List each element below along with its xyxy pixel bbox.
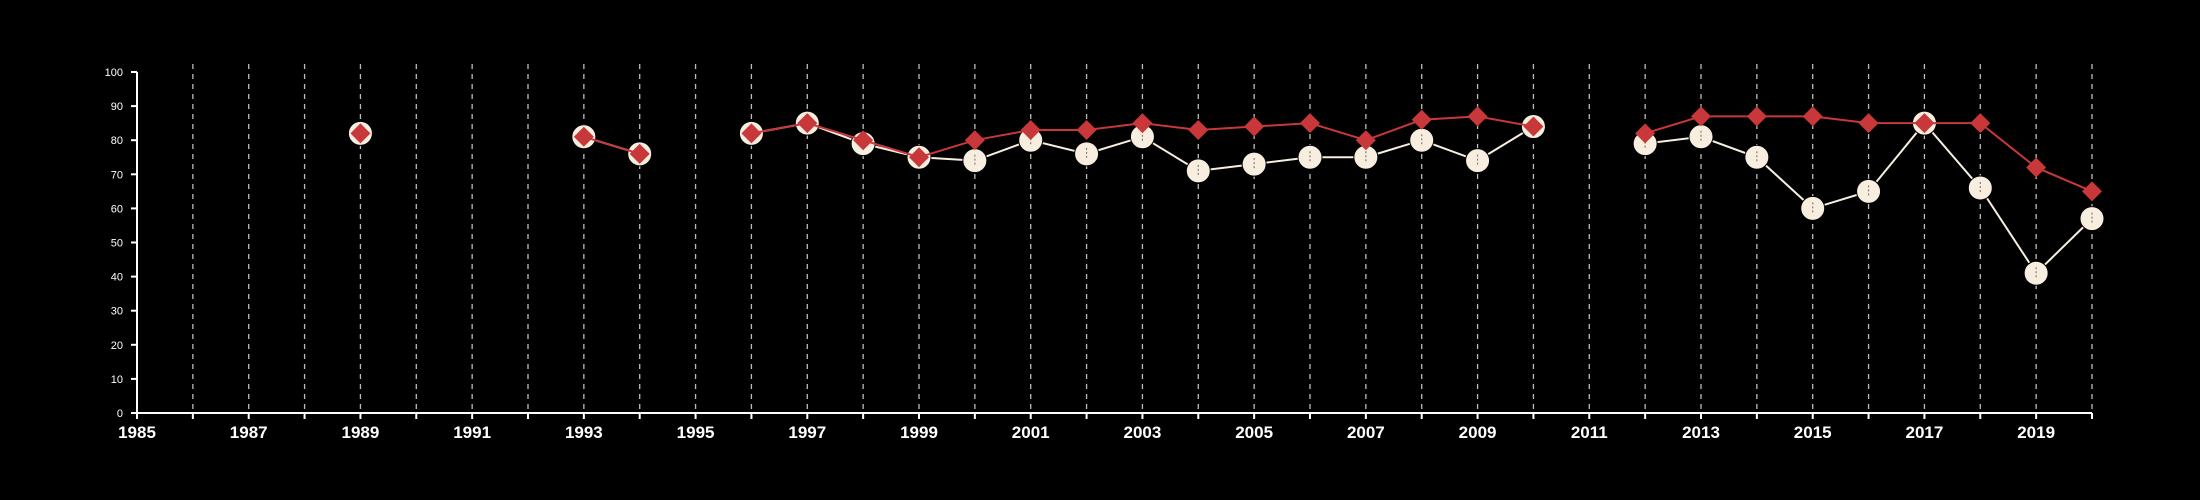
x-tick-label-2017: 2017 xyxy=(1906,423,1944,442)
y-tick-label-0: 0 xyxy=(117,408,123,420)
x-tick-label-1991: 1991 xyxy=(453,423,491,442)
point-diamond-2018 xyxy=(1970,113,1991,134)
x-tick-label-1985: 1985 xyxy=(118,423,156,442)
x-tick-label-2003: 2003 xyxy=(1124,423,1162,442)
series-circle xyxy=(347,110,2105,286)
x-tick-label-2005: 2005 xyxy=(1235,423,1273,442)
point-diamond-2002 xyxy=(1076,119,1097,140)
x-tick-label-2009: 2009 xyxy=(1459,423,1497,442)
series-layer xyxy=(347,106,2105,286)
x-tick-label-1993: 1993 xyxy=(565,423,603,442)
point-diamond-1989 xyxy=(350,123,371,144)
y-tick-label-100: 100 xyxy=(105,67,123,79)
y-tick-label-40: 40 xyxy=(111,272,123,284)
point-diamond-2014 xyxy=(1746,106,1767,127)
y-tick-label-20: 20 xyxy=(111,340,123,352)
point-diamond-2006 xyxy=(1300,113,1320,134)
point-diamond-2001 xyxy=(1020,119,1041,140)
y-tick-label-30: 30 xyxy=(111,306,123,318)
point-diamond-1997 xyxy=(797,113,818,134)
x-tick-label-1999: 1999 xyxy=(900,423,938,442)
x-tick-label-2015: 2015 xyxy=(1794,423,1832,442)
series-diamond xyxy=(350,106,2102,202)
y-tick-label-90: 90 xyxy=(111,101,123,113)
point-diamond-1996 xyxy=(741,123,762,144)
point-diamond-2003 xyxy=(1132,113,1153,134)
point-diamond-2013 xyxy=(1691,106,1711,127)
x-tick-label-1997: 1997 xyxy=(788,423,826,442)
x-tick-label-1995: 1995 xyxy=(677,423,715,442)
x-tick-label-2013: 2013 xyxy=(1682,423,1720,442)
point-diamond-1993 xyxy=(573,126,594,147)
point-diamond-2012 xyxy=(1635,123,1656,144)
point-diamond-2020 xyxy=(2082,181,2102,202)
point-diamond-2015 xyxy=(1802,106,1823,127)
point-diamond-2017 xyxy=(1914,113,1935,134)
point-diamond-2008 xyxy=(1411,109,1432,130)
point-diamond-2000 xyxy=(964,130,985,151)
x-tick-label-2001: 2001 xyxy=(1012,423,1050,442)
point-diamond-1998 xyxy=(853,130,874,151)
point-diamond-1999 xyxy=(909,147,929,168)
point-diamond-2005 xyxy=(1244,116,1265,137)
grid-layer xyxy=(192,64,2093,413)
x-tick-label-2007: 2007 xyxy=(1347,423,1385,442)
x-tick-label-2011: 2011 xyxy=(1571,423,1608,442)
y-tick-label-60: 60 xyxy=(111,203,123,215)
point-diamond-2016 xyxy=(1858,113,1879,134)
y-tick-label-50: 50 xyxy=(111,238,123,250)
x-tick-label-1987: 1987 xyxy=(230,423,268,442)
point-diamond-2019 xyxy=(2026,157,2047,178)
point-diamond-2004 xyxy=(1188,119,1209,140)
point-diamond-1994 xyxy=(629,143,650,164)
axes: 1985 1987 1989 1991 1993 1995 1997 1999 2001 2003… xyxy=(105,67,2093,442)
y-tick-label-80: 80 xyxy=(111,135,123,147)
x-tick-label-1989: 1989 xyxy=(342,423,380,442)
y-tick-label-10: 10 xyxy=(111,374,123,386)
series-diamond-line-segment xyxy=(583,135,641,155)
point-diamond-2007 xyxy=(1355,130,1376,151)
point-diamond-2010 xyxy=(1523,116,1544,137)
x-tick-label-2019: 2019 xyxy=(2017,423,2055,442)
point-diamond-2009 xyxy=(1467,106,1488,127)
y-tick-label-70: 70 xyxy=(111,169,123,181)
